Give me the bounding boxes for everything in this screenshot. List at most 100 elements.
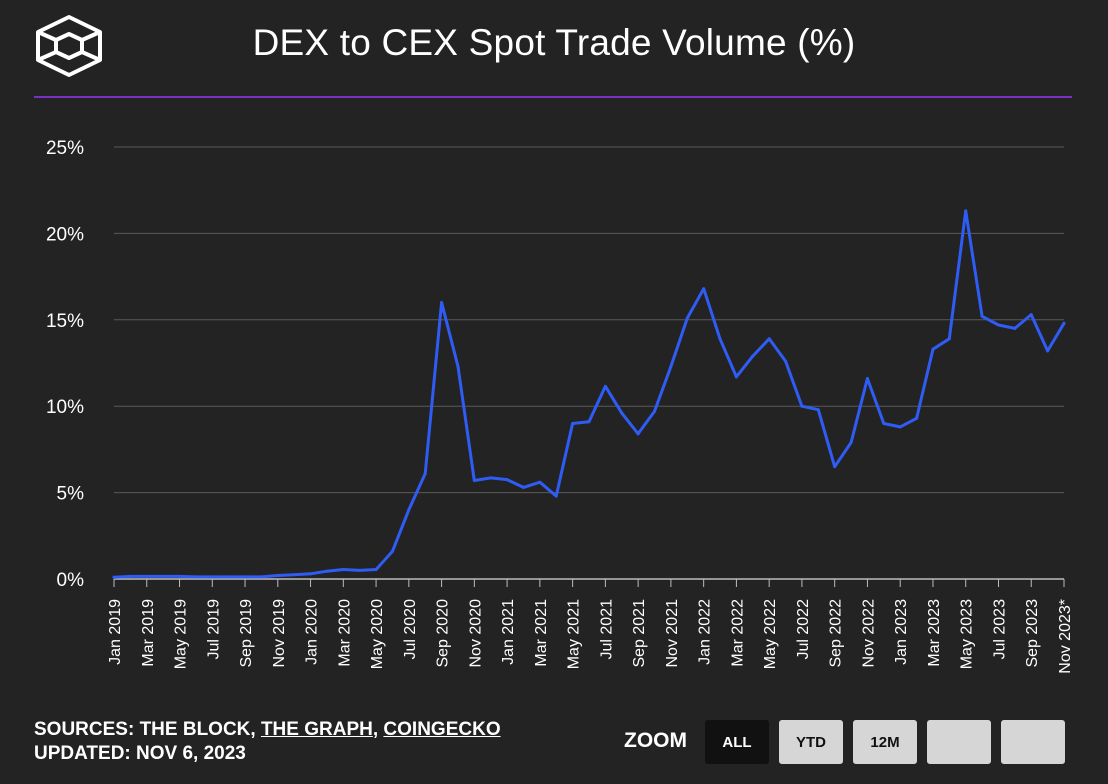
- data-point: [505, 478, 509, 482]
- data-point: [620, 411, 624, 415]
- x-tick-label: Sep 2022: [828, 599, 845, 668]
- data-point: [587, 420, 591, 424]
- x-tick-label: Sep 2020: [435, 599, 452, 668]
- x-tick-label: Jan 2023: [893, 599, 910, 665]
- series-line: [112, 209, 1066, 579]
- data-point: [521, 485, 525, 489]
- y-tick-label: 25%: [46, 138, 84, 159]
- zoom-12m-button[interactable]: 12M: [853, 720, 917, 764]
- data-point: [767, 337, 771, 341]
- data-point: [210, 575, 214, 579]
- data-point: [898, 425, 902, 429]
- data-point: [669, 364, 673, 368]
- data-point: [603, 384, 607, 388]
- data-point: [341, 567, 345, 571]
- data-point: [128, 574, 132, 578]
- source-link-coingecko[interactable]: COINGECKO: [383, 719, 501, 740]
- source-link-the-graph[interactable]: THE GRAPH: [260, 719, 373, 740]
- x-tick-label: Mar 2019: [140, 599, 157, 667]
- data-point: [996, 323, 1000, 327]
- y-tick-label: 5%: [57, 484, 85, 505]
- data-point: [423, 472, 427, 476]
- line-chart: 0% 5% 10% 15% 20% 25% Jan 2019 Mar 2019 May 201…: [46, 138, 1074, 674]
- data-point: [636, 432, 640, 436]
- zoom-blank-button-2[interactable]: [1001, 720, 1065, 764]
- data-point: [456, 364, 460, 368]
- x-tick-label: Nov 2023*: [1057, 599, 1074, 674]
- footer-sources: SOURCES: THE BLOCK, THE GRAPH, COINGECKO…: [34, 718, 501, 766]
- page-title: DEX to CEX Spot Trade Volume (%): [252, 22, 856, 63]
- data-point: [407, 508, 411, 512]
- x-tick-label: Jan 2022: [697, 599, 714, 665]
- x-tick-label: May 2021: [566, 599, 583, 669]
- data-point: [882, 421, 886, 425]
- x-tick-label: Jul 2022: [795, 599, 812, 660]
- x-tick-label: Sep 2023: [1024, 599, 1041, 668]
- data-point: [915, 416, 919, 420]
- sources-prefix: SOURCES: THE BLOCK,: [34, 719, 261, 740]
- data-point: [161, 574, 165, 578]
- data-point: [227, 575, 231, 579]
- data-point: [358, 568, 362, 572]
- x-tick-label: Nov 2021: [664, 599, 681, 668]
- y-tick-label: 15%: [46, 311, 84, 332]
- x-tick-label: Sep 2019: [238, 599, 255, 668]
- data-point: [571, 421, 575, 425]
- data-point: [1029, 313, 1033, 317]
- x-tick-label: Jul 2020: [402, 599, 419, 660]
- data-point: [1046, 349, 1050, 353]
- x-tick-label: Mar 2021: [533, 599, 550, 667]
- x-tick-label: Nov 2020: [467, 599, 484, 668]
- data-point: [309, 572, 313, 576]
- data-point: [833, 465, 837, 469]
- data-point: [865, 377, 869, 381]
- data-point: [849, 440, 853, 444]
- data-point: [816, 408, 820, 412]
- data-point: [685, 316, 689, 320]
- x-tick-label: May 2019: [173, 599, 190, 669]
- y-tick-label: 0%: [57, 570, 85, 591]
- x-tick-label: May 2023: [959, 599, 976, 669]
- data-point: [554, 494, 558, 498]
- y-tick-label: 20%: [46, 224, 84, 245]
- y-axis-ticks: 0% 5% 10% 15% 20% 25%: [46, 138, 84, 591]
- data-point: [390, 549, 394, 553]
- data-point: [145, 574, 149, 578]
- x-tick-label: Mar 2020: [336, 599, 353, 667]
- x-tick-label: Nov 2019: [271, 599, 288, 668]
- data-point: [112, 575, 116, 579]
- data-point: [489, 476, 493, 480]
- data-point: [734, 375, 738, 379]
- title-divider: [34, 96, 1072, 98]
- data-point: [276, 574, 280, 578]
- data-point: [947, 337, 951, 341]
- data-point: [259, 575, 263, 579]
- data-point: [751, 354, 755, 358]
- zoom-ytd-button[interactable]: YTD: [779, 720, 843, 764]
- gridlines: [114, 146, 1064, 580]
- y-tick-label: 10%: [46, 397, 84, 418]
- x-tick-label: Mar 2023: [926, 599, 943, 667]
- zoom-all-button[interactable]: ALL: [705, 720, 769, 764]
- data-point: [325, 569, 329, 573]
- data-point: [653, 409, 657, 413]
- x-tick-label: Sep 2021: [631, 599, 648, 668]
- x-tick-label: Jul 2023: [991, 599, 1008, 660]
- data-point: [1013, 326, 1017, 330]
- data-point: [243, 575, 247, 579]
- updated-date: UPDATED: NOV 6, 2023: [34, 743, 246, 764]
- x-tick-label: May 2020: [369, 599, 386, 669]
- data-point: [178, 574, 182, 578]
- data-point: [1062, 321, 1066, 325]
- data-point: [440, 301, 444, 305]
- x-tick-label: Jan 2020: [304, 599, 321, 665]
- sources-line: SOURCES: THE BLOCK, THE GRAPH, COINGECKO: [34, 718, 501, 742]
- x-tick-label: Nov 2022: [860, 599, 877, 668]
- zoom-label: ZOOM: [624, 729, 687, 752]
- series-layer: [112, 209, 1066, 579]
- x-tick-label: May 2022: [762, 599, 779, 669]
- zoom-blank-button-1[interactable]: [927, 720, 991, 764]
- data-point: [702, 287, 706, 291]
- data-point: [292, 573, 296, 577]
- the-block-logo-icon: [36, 15, 102, 77]
